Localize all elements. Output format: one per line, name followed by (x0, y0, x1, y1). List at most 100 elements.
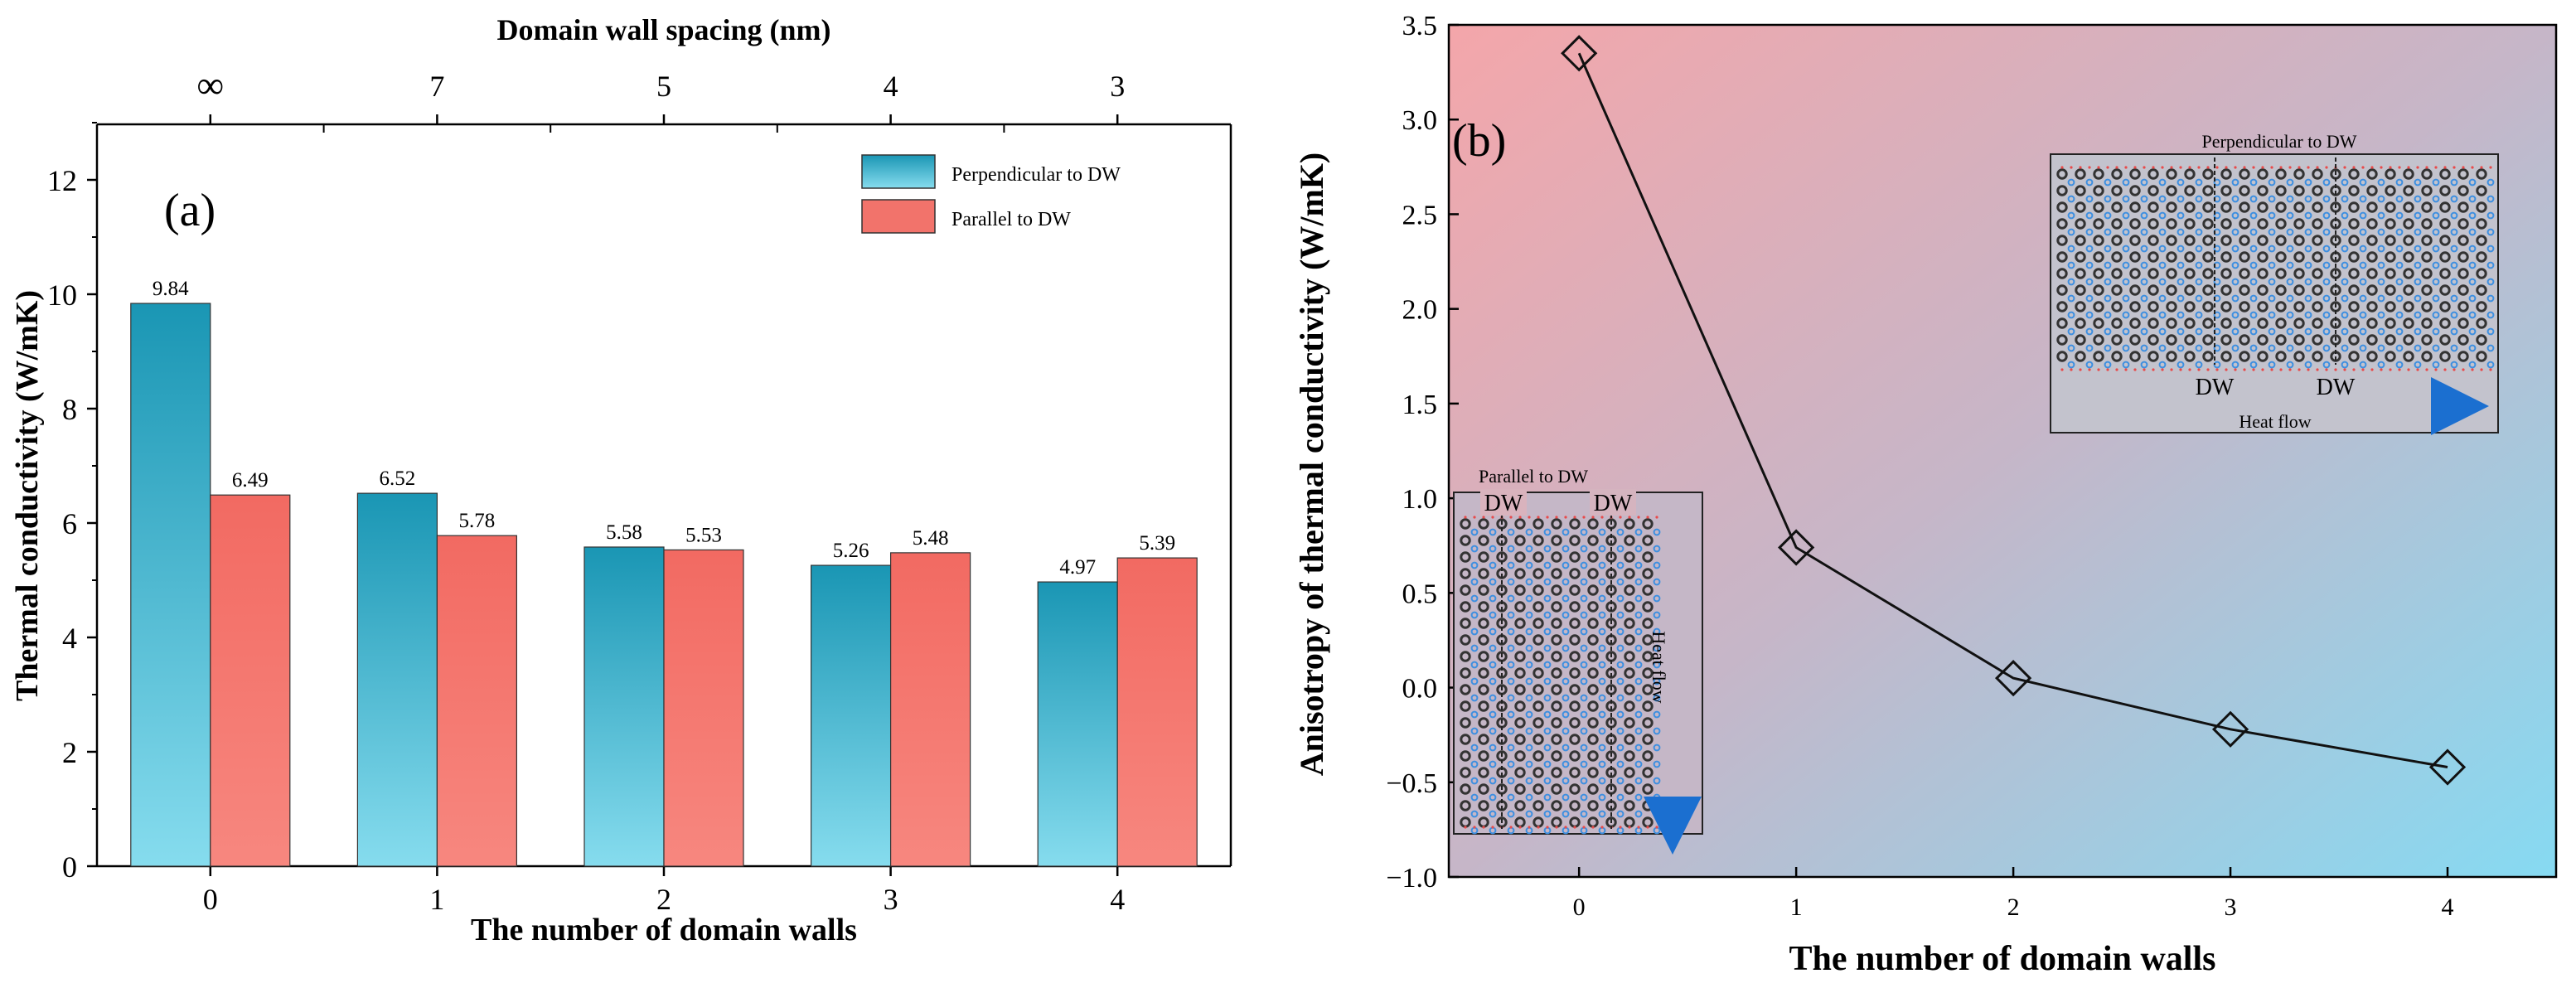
atom-blue (2414, 178, 2422, 186)
atom-dark (2421, 185, 2433, 196)
atom-dark (2093, 301, 2104, 312)
atom-blue (2432, 228, 2440, 236)
atom-blue (1562, 611, 1570, 619)
inset-perpendicular: Perpendicular to DW DW DW Heat flow (2050, 131, 2499, 435)
atom-dark (1478, 568, 1489, 579)
atom-dark (2385, 201, 2396, 213)
atom-blue (1507, 760, 1515, 768)
atom-blue (2468, 311, 2477, 319)
atom-dark (1587, 734, 1599, 745)
atom-blue (1562, 578, 1570, 586)
atom-blue (2177, 195, 2185, 203)
atom-dark (1460, 601, 1471, 613)
atom-blue (1470, 777, 1479, 785)
atom-dark (2457, 301, 2469, 312)
atom-dark (2476, 301, 2487, 312)
atom-blue (2140, 294, 2148, 303)
atom-blue (2249, 344, 2258, 352)
atom-dark (2348, 185, 2360, 196)
atom-dark (1551, 667, 1562, 679)
atom-blue (1634, 611, 1643, 619)
atom-dark (2129, 218, 2141, 230)
atom-dark (1533, 651, 1544, 662)
atom-dark (1478, 783, 1489, 795)
atom-dark (2403, 334, 2414, 346)
atom-dark (1587, 750, 1599, 762)
inset-parallel-heat-flow-label: Heat flow (1649, 631, 1669, 703)
atom-dark (1624, 800, 1635, 811)
atom-blue (1525, 611, 1533, 619)
atom-blue (1525, 594, 1533, 603)
atom-dark (2348, 351, 2360, 362)
atom-blue (1598, 677, 1606, 685)
atom-dark (2439, 185, 2451, 196)
atom-dark (2457, 317, 2469, 329)
atom-dark (1460, 634, 1471, 646)
atom-blue (1470, 760, 1479, 768)
atom-red (2434, 368, 2438, 371)
atom-blue (2249, 195, 2258, 203)
atom-dark (2056, 268, 2068, 279)
atom-blue (1470, 611, 1479, 619)
atom-blue (2395, 361, 2404, 369)
atom-red (2453, 368, 2456, 371)
atom-blue (1470, 594, 1479, 603)
atom-red (2252, 166, 2255, 169)
atom-red (1619, 826, 1622, 829)
atom-dark (2202, 185, 2214, 196)
atom-blue (2414, 311, 2422, 319)
atom-red (1600, 516, 1604, 519)
atom-dark (2093, 334, 2104, 346)
atom-blue (2286, 228, 2294, 236)
atom-blue (2322, 228, 2331, 236)
atom-blue (2195, 245, 2203, 253)
atom-dark (2476, 284, 2487, 296)
atom-dark (2056, 235, 2068, 246)
atom-dark (2093, 218, 2104, 230)
bar-label-parallel: 5.53 (685, 524, 722, 546)
atom-dark (1551, 551, 1562, 563)
atom-dark (2385, 301, 2396, 312)
atom-blue (1470, 677, 1479, 685)
atom-blue (2231, 211, 2239, 220)
atom-dark (2275, 185, 2287, 196)
atom-red (2097, 368, 2100, 371)
y-tick-label: 12 (47, 164, 77, 197)
atom-dark (2403, 201, 2414, 213)
atom-dark (1642, 584, 1654, 596)
atom-dark (2056, 201, 2068, 213)
atom-dark (2385, 284, 2396, 296)
atom-blue (2122, 278, 2130, 286)
atom-dark (1569, 618, 1581, 629)
atom-red (1591, 826, 1595, 829)
atom-blue (2104, 344, 2112, 352)
atom-dark (1514, 535, 1526, 546)
atom-blue (1580, 661, 1588, 669)
atom-dark (2166, 351, 2177, 362)
atom-blue (2322, 278, 2331, 286)
x-tick-label: 1 (1790, 894, 1803, 921)
atom-blue (2286, 361, 2294, 369)
atom-red (2443, 166, 2447, 169)
atom-dark (2220, 218, 2232, 230)
atom-blue (2140, 211, 2148, 220)
atom-dark (1551, 634, 1562, 646)
atom-dark (2129, 185, 2141, 196)
atom-red (1473, 516, 1476, 519)
atom-dark (1478, 618, 1489, 629)
atom-red (2070, 368, 2073, 371)
atom-dark (2239, 201, 2250, 213)
atom-blue (1543, 561, 1552, 569)
atom-blue (2468, 294, 2477, 303)
atom-dark (1533, 750, 1544, 762)
atom-dark (2403, 351, 2414, 362)
atom-blue (1616, 644, 1625, 652)
atom-blue (1543, 727, 1552, 735)
atom-dark (1460, 700, 1471, 712)
atom-blue (2286, 344, 2294, 352)
atom-dark (2476, 185, 2487, 196)
atom-blue (1525, 644, 1533, 652)
atom-dark (1533, 634, 1544, 646)
atom-dark (2056, 334, 2068, 346)
atom-blue (1580, 744, 1588, 752)
